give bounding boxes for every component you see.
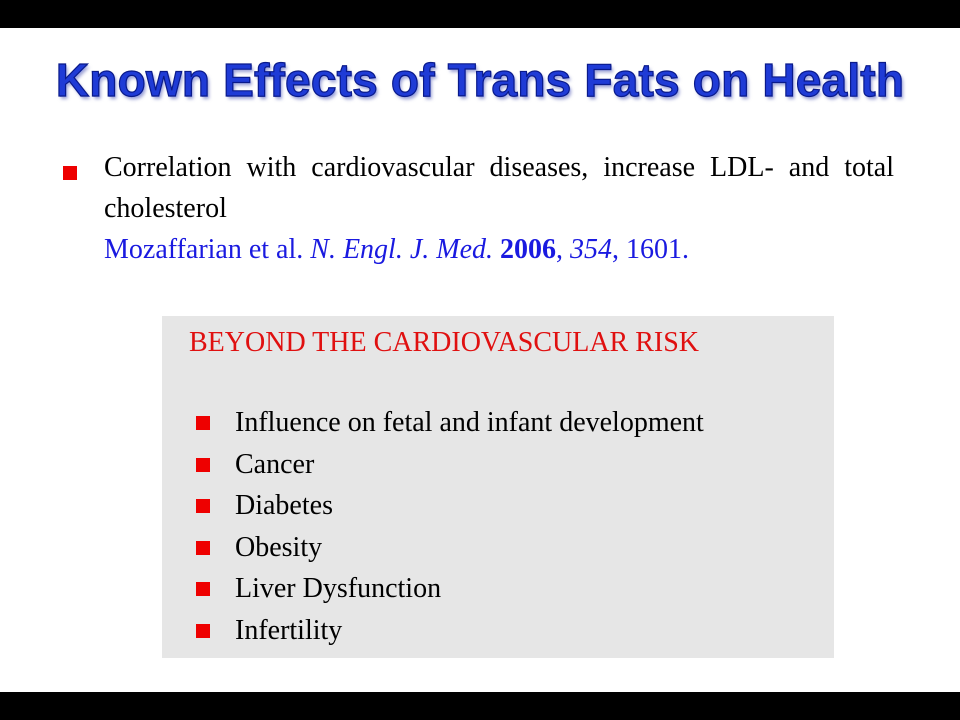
bullet-square-icon [196,457,210,472]
list-item: Cancer [162,448,822,490]
bullet-square-icon [196,499,210,513]
list-item-label: Obesity [235,531,323,563]
list-item: Infertility [162,614,822,656]
slide: Known Effects of Trans Fats on Health Co… [0,28,960,692]
citation-separator: , [556,234,564,265]
list-item: Diabetes [162,489,822,531]
slide-title: Known Effects of Trans Fats on Health [55,53,905,106]
bullet-square-icon [63,166,77,180]
risk-box: BEYOND THE CARDIOVASCULAR RISK Influence… [162,316,834,658]
bullet-square-icon [196,416,210,430]
citation-separator: , [612,234,620,265]
citation-authors: Mozaffarian et al. [104,234,304,265]
citation-pages: 1601. [626,234,690,265]
citation-year: 2006 [500,234,557,265]
list-item-label: Diabetes [235,490,333,521]
bullet-square-icon [196,540,210,555]
citation-volume: 354 [570,234,613,265]
main-point-text: Correlation with cardiovascular diseases… [104,152,894,224]
citation: Mozaffarian et al. N. Engl. J. Med. 2006… [104,229,689,270]
list-item-label: Cancer [235,448,315,480]
list-item-label: Infertility [235,614,343,646]
risk-box-heading: BEYOND THE CARDIOVASCULAR RISK [189,327,700,358]
bullet-square-icon [196,623,210,638]
bullet-square-icon [196,582,210,596]
list-item: Liver Dysfunction [162,572,822,614]
risk-list: Influence on fetal and infant developmen… [162,406,822,655]
list-item-label: Liver Dysfunction [235,573,442,604]
list-item-label: Influence on fetal and infant developmen… [235,407,704,438]
list-item: Influence on fetal and infant developmen… [162,406,822,448]
list-item: Obesity [162,531,822,573]
citation-journal: N. Engl. J. Med. [310,234,494,265]
